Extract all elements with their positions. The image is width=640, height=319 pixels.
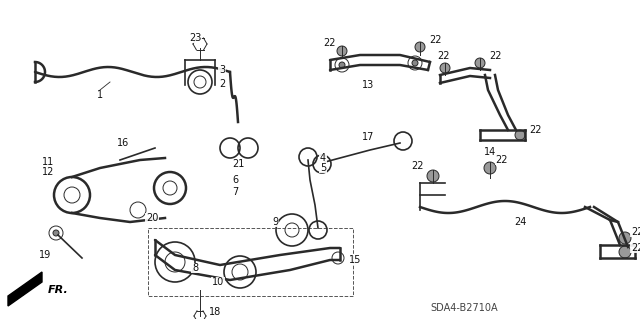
Text: 5: 5 — [320, 163, 326, 173]
Text: 12: 12 — [42, 167, 54, 177]
Text: 3: 3 — [219, 65, 225, 75]
Text: 22: 22 — [429, 35, 441, 45]
Text: 16: 16 — [117, 138, 129, 148]
Text: 22: 22 — [436, 51, 449, 61]
Text: 17: 17 — [362, 132, 374, 142]
Text: 22: 22 — [631, 243, 640, 253]
Text: 15: 15 — [349, 255, 361, 265]
Circle shape — [415, 42, 425, 52]
Text: 19: 19 — [39, 250, 51, 260]
Text: 22: 22 — [529, 125, 541, 135]
Circle shape — [339, 62, 345, 68]
Text: FR.: FR. — [48, 285, 68, 295]
Bar — [148, 228, 353, 296]
Text: 21: 21 — [232, 159, 244, 169]
Circle shape — [412, 60, 418, 66]
Text: 1: 1 — [97, 90, 103, 100]
Text: 8: 8 — [192, 263, 198, 273]
Text: 2: 2 — [219, 79, 225, 89]
Text: 23: 23 — [189, 33, 201, 43]
Text: 24: 24 — [514, 217, 526, 227]
Text: 4: 4 — [320, 153, 326, 163]
Text: 9: 9 — [272, 217, 278, 227]
Text: 22: 22 — [489, 51, 501, 61]
Circle shape — [427, 170, 439, 182]
Text: 11: 11 — [42, 157, 54, 167]
Circle shape — [53, 230, 59, 236]
Circle shape — [619, 232, 631, 244]
Circle shape — [515, 130, 525, 140]
Circle shape — [475, 58, 485, 68]
Text: 6: 6 — [232, 175, 238, 185]
Text: 22: 22 — [412, 161, 424, 171]
Text: 10: 10 — [212, 277, 224, 287]
Text: 13: 13 — [362, 80, 374, 90]
Text: 7: 7 — [232, 187, 238, 197]
Circle shape — [440, 63, 450, 73]
Text: 22: 22 — [496, 155, 508, 165]
Text: 18: 18 — [209, 307, 221, 317]
Polygon shape — [8, 272, 42, 306]
Circle shape — [337, 46, 347, 56]
Text: 20: 20 — [146, 213, 158, 223]
Circle shape — [619, 246, 631, 258]
Text: 22: 22 — [631, 227, 640, 237]
Text: SDA4-B2710A: SDA4-B2710A — [430, 303, 498, 313]
Text: 14: 14 — [484, 147, 496, 157]
Text: 22: 22 — [324, 38, 336, 48]
Circle shape — [484, 162, 496, 174]
